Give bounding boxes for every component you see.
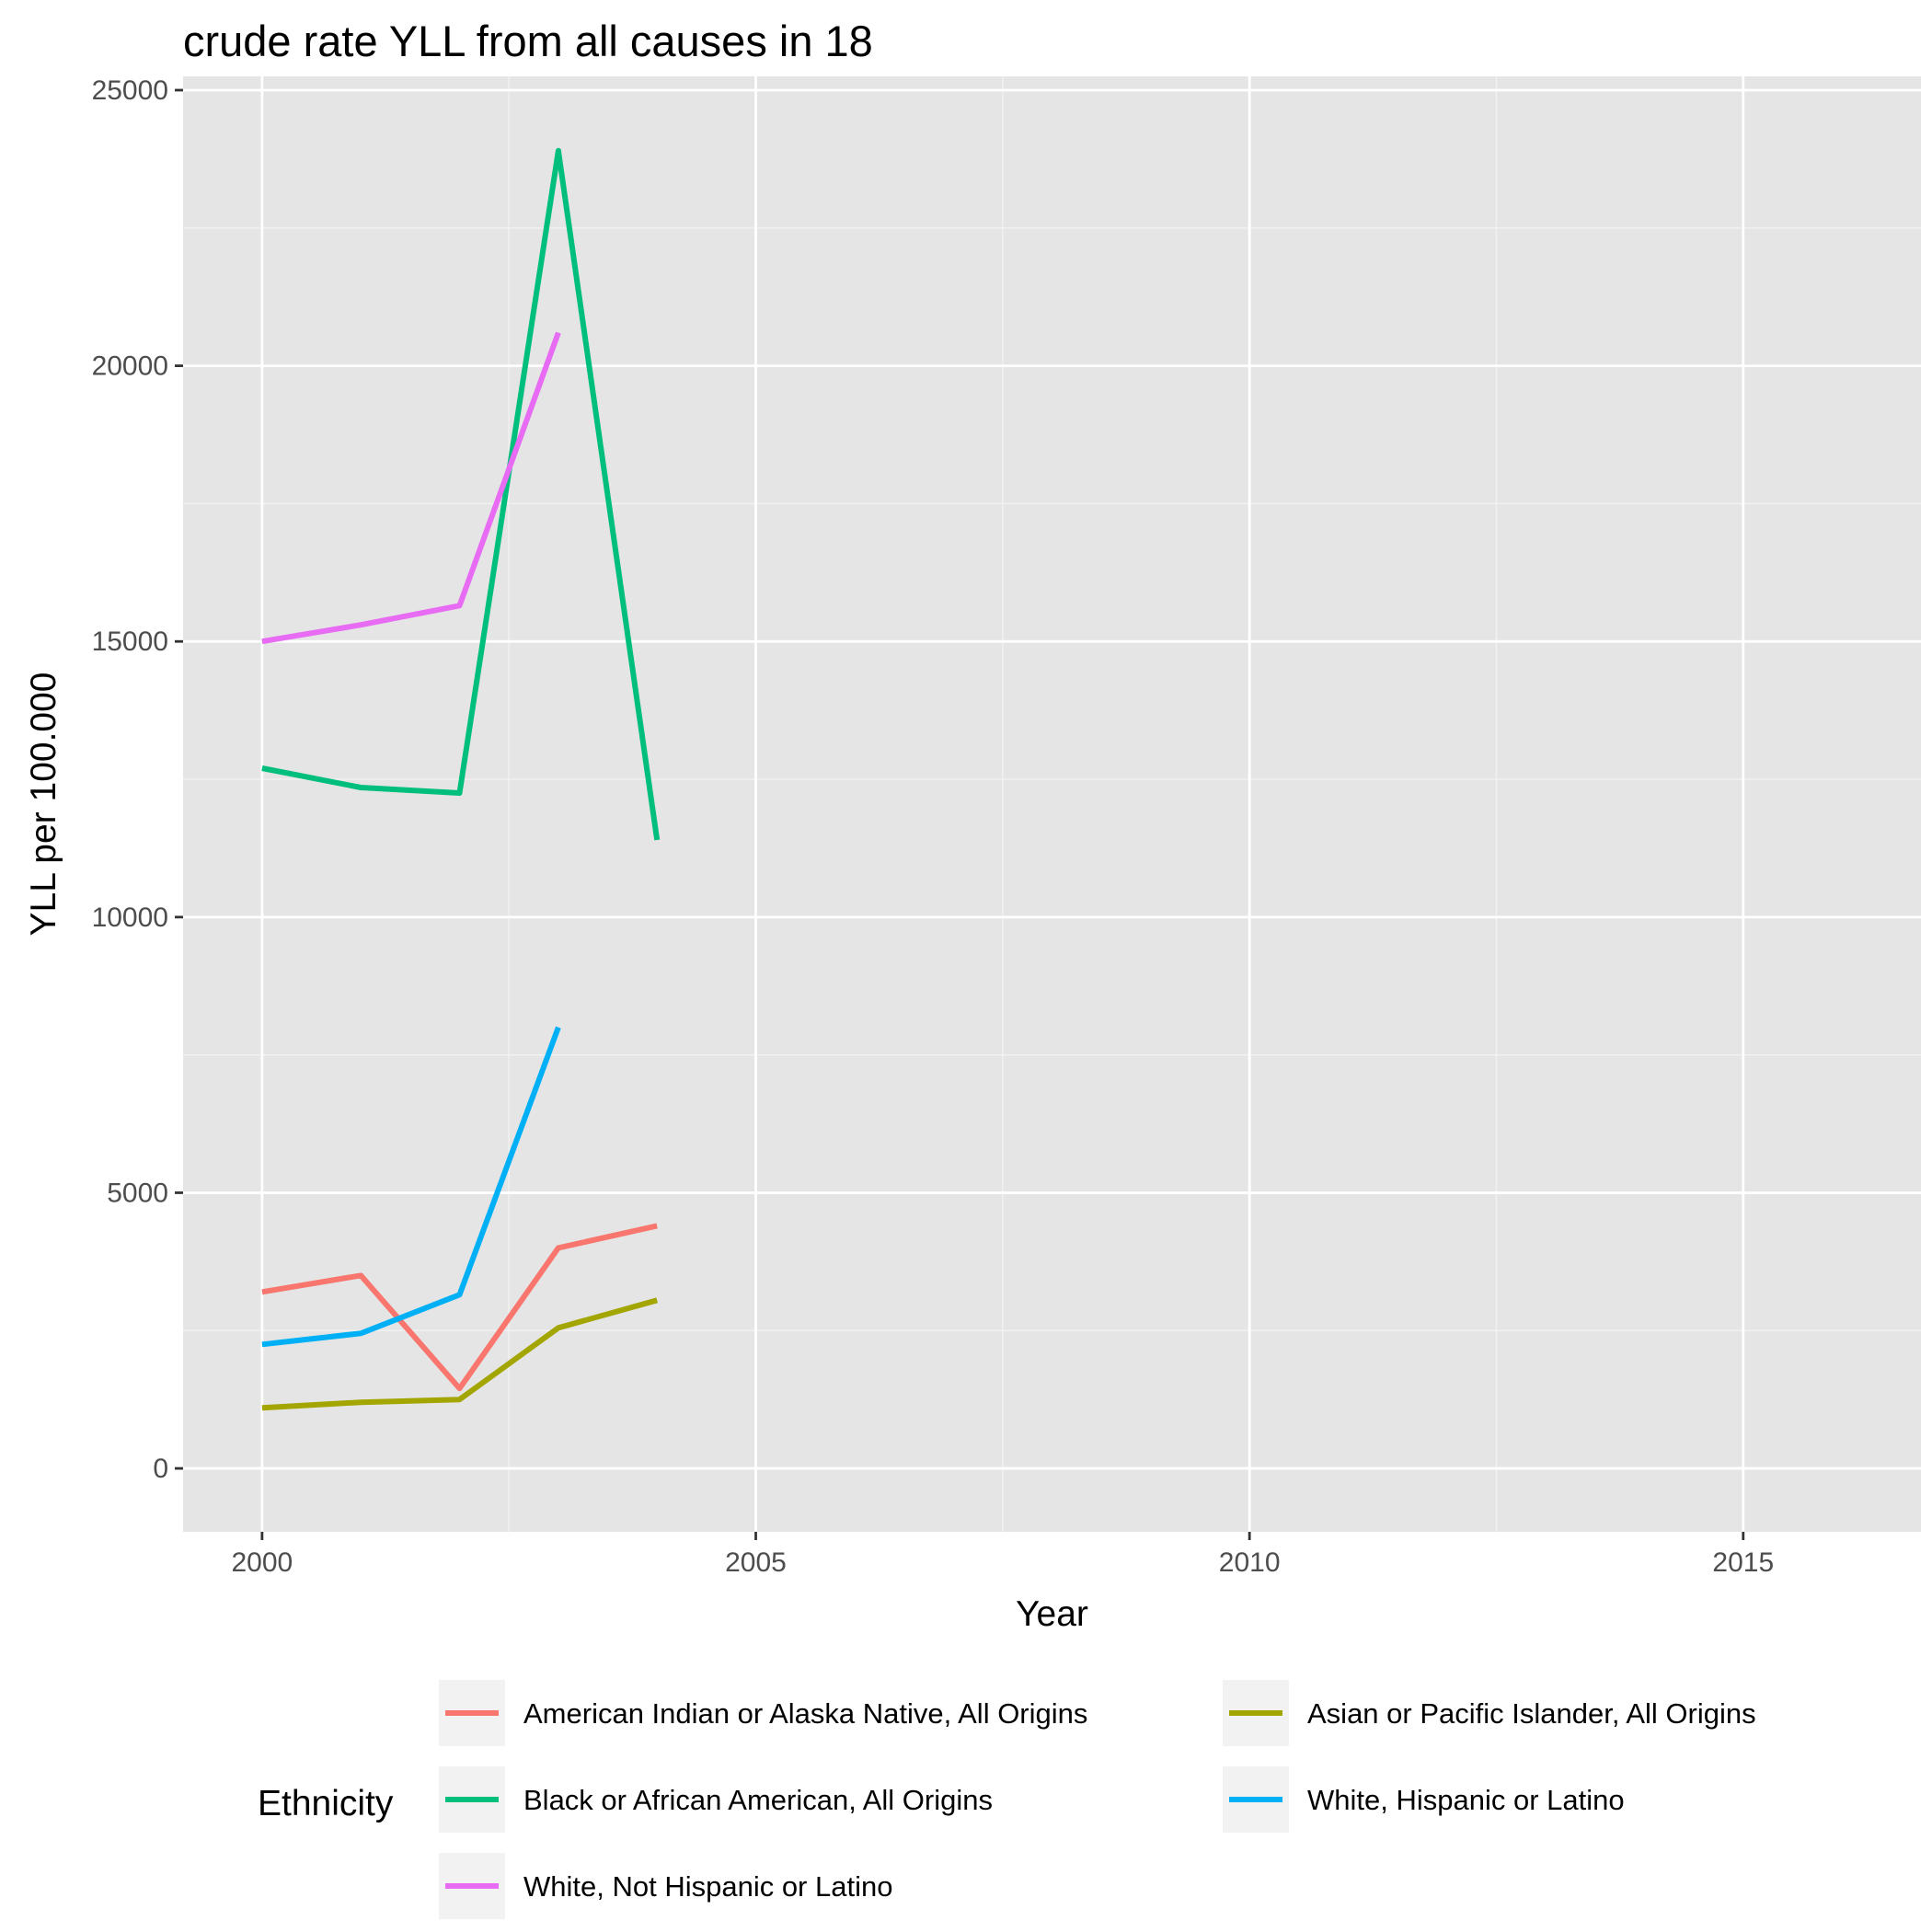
x-tick-labels: 2000 2005 2010 2015 <box>231 1547 1774 1578</box>
y-tick-labels: 0 5000 10000 15000 20000 25000 <box>92 75 168 1484</box>
y-axis-title: YLL per 100.000 <box>24 673 63 937</box>
series-line <box>261 1297 659 1411</box>
series-line <box>261 147 661 841</box>
y-tick-label: 0 <box>153 1454 168 1484</box>
x-tick-label: 2010 <box>1219 1547 1281 1578</box>
legend-label: Black or African American, All Origins <box>523 1784 993 1816</box>
y-tick-label: 5000 <box>107 1178 168 1208</box>
x-axis-title: Year <box>1016 1594 1088 1634</box>
series-lines <box>261 147 661 1411</box>
grid-major <box>183 76 1921 1532</box>
chart-title: crude rate YLL from all causes in 18 <box>183 17 873 65</box>
plot-panel <box>183 76 1921 1532</box>
series-line <box>261 1026 561 1348</box>
series-line <box>261 1223 658 1392</box>
legend: Ethnicity American Indian or Alaska Nati… <box>258 1680 1756 1919</box>
series-line <box>261 331 561 645</box>
y-tick-label: 25000 <box>92 75 168 106</box>
x-tick-label: 2015 <box>1712 1547 1774 1578</box>
y-tick-label: 10000 <box>92 903 168 933</box>
legend-label: American Indian or Alaska Native, All Or… <box>523 1697 1087 1730</box>
grid-minor <box>183 76 1921 1532</box>
legend-label: White, Hispanic or Latino <box>1307 1784 1625 1816</box>
legend-title: Ethnicity <box>258 1784 394 1823</box>
axis-ticks <box>175 88 1745 1540</box>
legend-label: White, Not Hispanic or Latino <box>523 1870 892 1903</box>
x-tick-label: 2005 <box>725 1547 787 1578</box>
y-tick-label: 20000 <box>92 351 168 382</box>
x-tick-label: 2000 <box>231 1547 293 1578</box>
y-tick-label: 15000 <box>92 627 168 657</box>
legend-items: American Indian or Alaska Native, All Or… <box>439 1680 1756 1919</box>
legend-label: Asian or Pacific Islander, All Origins <box>1307 1697 1756 1730</box>
